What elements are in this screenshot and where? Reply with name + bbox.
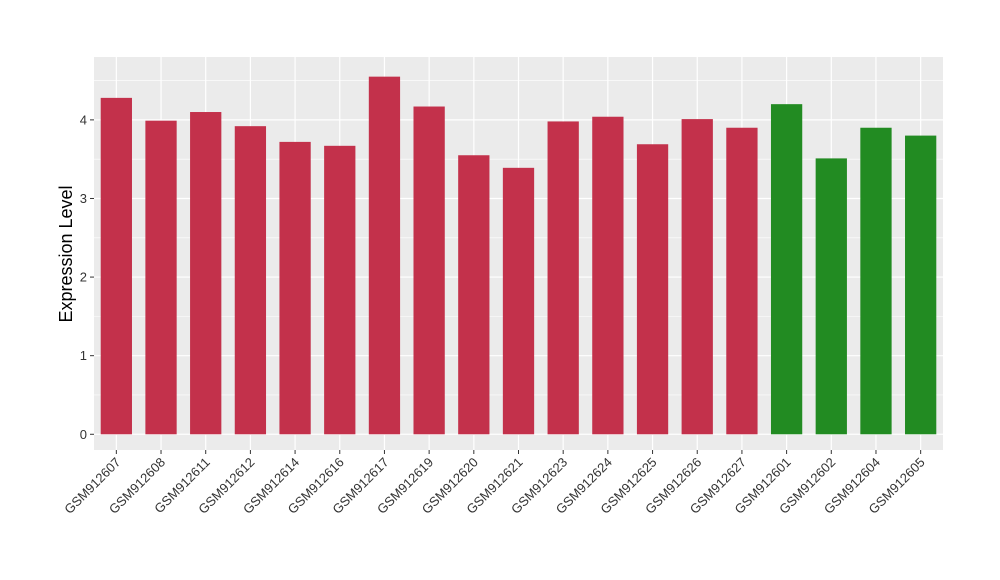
bar-GSM912623 — [547, 121, 579, 435]
bar-GSM912601 — [770, 104, 803, 435]
bar-GSM912621 — [502, 167, 535, 435]
y-tick-label: 0 — [80, 427, 87, 442]
bar-GSM912624 — [592, 116, 624, 435]
bar-GSM912611 — [190, 112, 222, 435]
bar-GSM912605 — [905, 135, 937, 435]
y-tick-label: 2 — [80, 270, 87, 285]
bar-GSM912614 — [279, 141, 311, 435]
y-tick-label: 3 — [80, 191, 87, 206]
bar-GSM912617 — [368, 76, 401, 435]
x-axis: GSM912607GSM912608GSM912611GSM912612GSM9… — [61, 450, 928, 517]
bar-GSM912612 — [234, 126, 267, 435]
bar-GSM912626 — [681, 119, 713, 435]
bar-GSM912607 — [100, 97, 132, 435]
y-tick-label: 1 — [80, 348, 87, 363]
bar-GSM912602 — [815, 158, 847, 435]
bar-GSM912627 — [726, 127, 758, 435]
bar-GSM912616 — [324, 145, 356, 435]
y-axis: 0 1 2 3 4 — [80, 112, 94, 442]
y-axis-title: Expression Level — [56, 185, 76, 322]
bar-GSM912625 — [636, 144, 669, 435]
bars — [100, 76, 937, 435]
bar-GSM912620 — [458, 155, 490, 435]
y-tick-label: 4 — [80, 112, 87, 127]
bar-GSM912608 — [145, 120, 177, 435]
bar-GSM912604 — [860, 127, 892, 435]
bar-GSM912619 — [413, 106, 445, 435]
